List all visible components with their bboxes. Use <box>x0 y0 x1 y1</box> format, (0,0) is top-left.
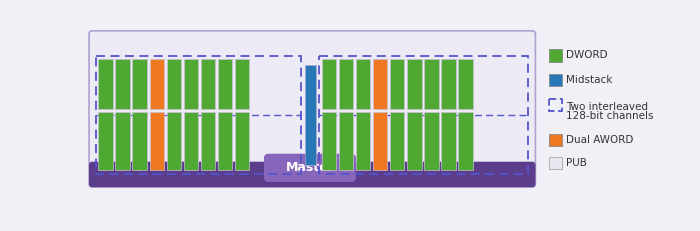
Bar <box>458 112 472 170</box>
Bar <box>424 58 439 109</box>
Bar <box>218 112 232 170</box>
Bar <box>356 58 370 109</box>
FancyBboxPatch shape <box>265 155 355 181</box>
Text: Two interleaved: Two interleaved <box>566 102 648 112</box>
Bar <box>550 99 562 111</box>
Bar <box>372 58 387 109</box>
Bar <box>339 58 354 109</box>
Bar <box>95 165 529 174</box>
Bar <box>167 112 181 170</box>
Bar <box>441 112 456 170</box>
Bar <box>305 65 316 165</box>
Bar <box>218 58 232 109</box>
Bar <box>339 112 354 170</box>
Bar <box>550 134 562 146</box>
Bar <box>321 112 336 170</box>
Bar <box>550 49 562 62</box>
Bar <box>201 58 216 109</box>
Bar <box>98 112 113 170</box>
Bar <box>407 112 421 170</box>
Text: DWORD: DWORD <box>566 50 608 61</box>
Bar <box>390 58 405 109</box>
Bar <box>550 157 562 169</box>
FancyBboxPatch shape <box>89 31 536 187</box>
Bar <box>150 112 164 170</box>
Bar <box>167 58 181 109</box>
Bar <box>183 112 198 170</box>
Bar <box>234 58 249 109</box>
Text: PUB: PUB <box>566 158 587 168</box>
Bar <box>116 58 130 109</box>
Bar <box>183 58 198 109</box>
Text: Midstack: Midstack <box>566 75 612 85</box>
Bar <box>356 112 370 170</box>
Bar <box>321 58 336 109</box>
Text: Decoupling: Decoupling <box>275 168 349 181</box>
Text: Dual AWORD: Dual AWORD <box>566 135 633 145</box>
Text: 128-bit channels: 128-bit channels <box>566 111 653 121</box>
Bar <box>550 74 562 86</box>
Bar <box>234 112 249 170</box>
FancyBboxPatch shape <box>89 162 536 187</box>
Bar <box>150 58 164 109</box>
Bar <box>390 112 405 170</box>
Bar <box>132 58 147 109</box>
Bar <box>372 112 387 170</box>
Bar <box>458 58 472 109</box>
Bar <box>319 56 528 174</box>
Bar <box>441 58 456 109</box>
Bar <box>201 112 216 170</box>
Text: Master: Master <box>286 161 335 174</box>
Bar <box>96 56 300 174</box>
Bar <box>116 112 130 170</box>
Bar <box>424 112 439 170</box>
Bar <box>132 112 147 170</box>
Bar <box>407 58 421 109</box>
Bar <box>98 58 113 109</box>
